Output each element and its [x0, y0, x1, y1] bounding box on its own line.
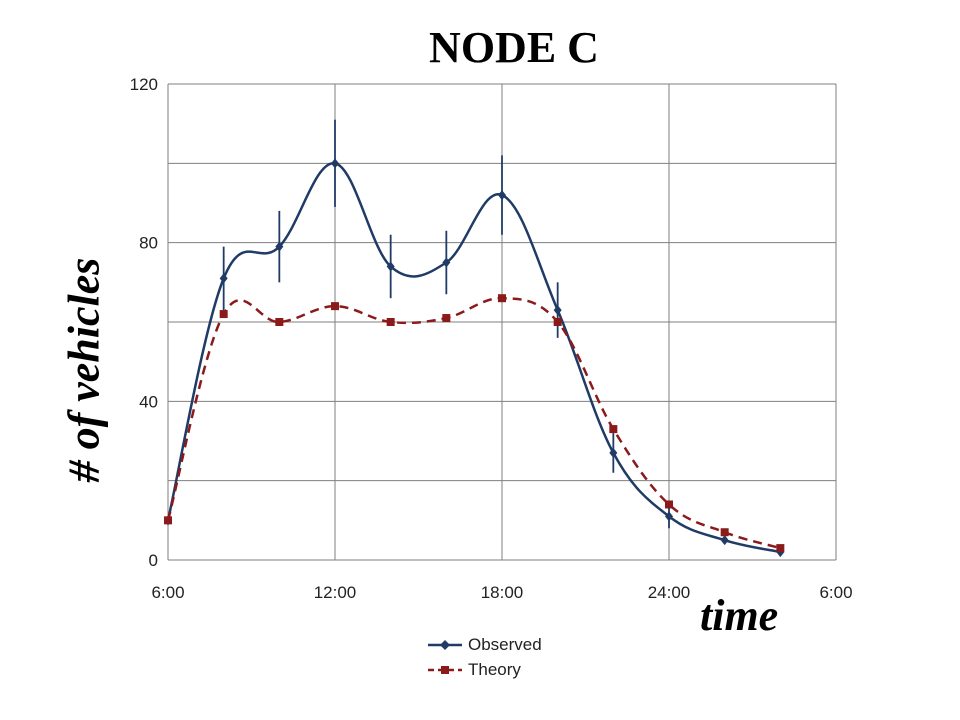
data-point-theory	[331, 302, 339, 311]
y-tick-label: 120	[130, 75, 158, 94]
data-point-theory	[442, 314, 451, 323]
legend-label-theory: Theory	[468, 659, 521, 679]
data-point-observed	[442, 257, 451, 268]
series-line-theory	[166, 296, 781, 550]
legend-label-observed: Observed	[468, 634, 542, 654]
data-point-observed	[720, 535, 729, 546]
series-line-observed	[166, 162, 781, 554]
data-point-theory	[386, 318, 395, 326]
data-point-observed	[609, 447, 618, 458]
data-point-theory	[609, 425, 618, 434]
data-point-observed	[275, 241, 284, 252]
theory-swatch	[428, 665, 462, 674]
y-tick-label: 0	[149, 551, 158, 570]
observed-swatch	[428, 639, 462, 650]
x-tick-label: 12:00	[314, 583, 357, 602]
x-tick-label: 18:00	[481, 583, 524, 602]
data-point-theory	[665, 500, 673, 509]
x-tick-label: 6:00	[151, 583, 184, 602]
data-point-observed	[498, 190, 506, 201]
data-point-theory	[164, 516, 172, 525]
data-point-observed	[331, 158, 339, 169]
legend-item-theory: Theory	[428, 657, 542, 682]
data-point-observed	[553, 305, 562, 316]
data-point-theory	[720, 528, 729, 537]
y-tick-label: 40	[139, 392, 158, 411]
legend: Observed Theory	[428, 632, 542, 682]
data-point-observed	[386, 261, 395, 272]
legend-item-observed: Observed	[428, 632, 542, 657]
data-point-observed	[665, 511, 673, 522]
data-point-theory	[219, 310, 228, 319]
data-point-theory	[275, 318, 284, 326]
data-point-theory	[553, 318, 562, 326]
x-tick-label: 24:00	[648, 583, 691, 602]
x-tick-label: 6:00	[819, 583, 852, 602]
data-point-theory	[776, 544, 785, 553]
data-point-observed	[219, 273, 228, 284]
chart-title: NODE C	[429, 23, 599, 72]
data-point-theory	[498, 294, 506, 303]
y-tick-label: 80	[139, 234, 158, 253]
x-axis-label: time	[700, 591, 779, 640]
